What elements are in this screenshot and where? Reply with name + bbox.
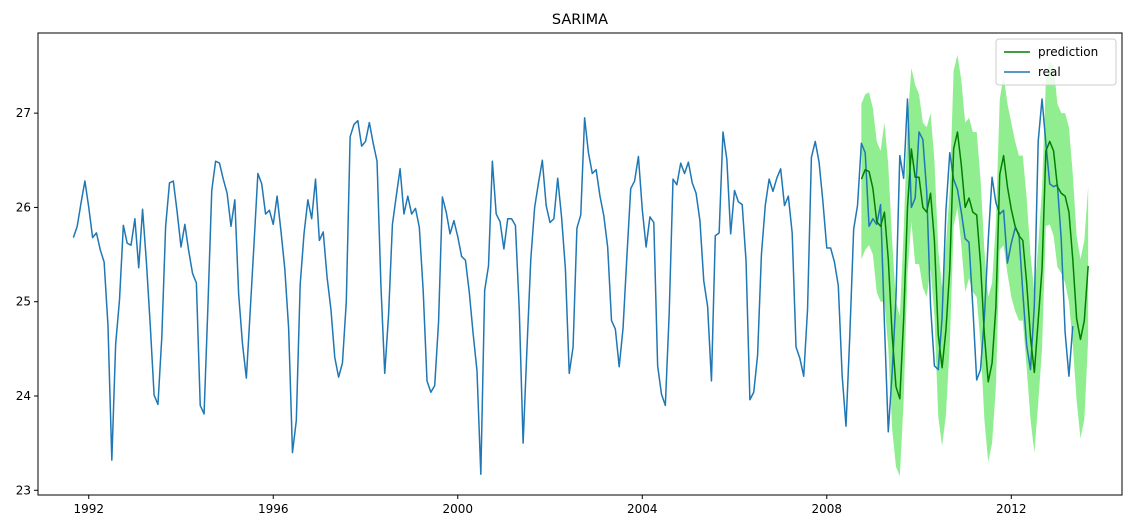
x-tick-label-1996: 1996 — [258, 502, 289, 516]
x-tick-label-2004: 2004 — [627, 502, 658, 516]
x-tick-label-2008: 2008 — [812, 502, 843, 516]
plot-area — [37, 32, 1123, 496]
series-line-prediction — [860, 131, 1089, 400]
plot-frame — [37, 32, 1123, 496]
x-axis: 1992 1996 2000 2004 2008 2012 — [73, 495, 1027, 516]
legend: prediction real — [995, 38, 1117, 86]
series-line-real — [72, 98, 1074, 476]
y-tick-label-25: 25 — [16, 295, 31, 309]
y-tick-label-27: 27 — [16, 106, 31, 120]
series-layer — [72, 98, 1089, 476]
legend-box — [995, 38, 1117, 86]
x-tick-label-2012: 2012 — [996, 502, 1027, 516]
y-axis: 23 24 25 26 27 — [16, 106, 38, 497]
x-tick-label-2000: 2000 — [442, 502, 473, 516]
y-tick-label-24: 24 — [16, 389, 31, 403]
legend-label-real: real — [1038, 65, 1061, 79]
y-tick-label-23: 23 — [16, 483, 31, 497]
chart-title: SARIMA — [552, 12, 608, 28]
y-tick-label-26: 26 — [16, 200, 31, 214]
x-tick-label-1992: 1992 — [73, 502, 104, 516]
legend-label-prediction: prediction — [1038, 45, 1098, 59]
